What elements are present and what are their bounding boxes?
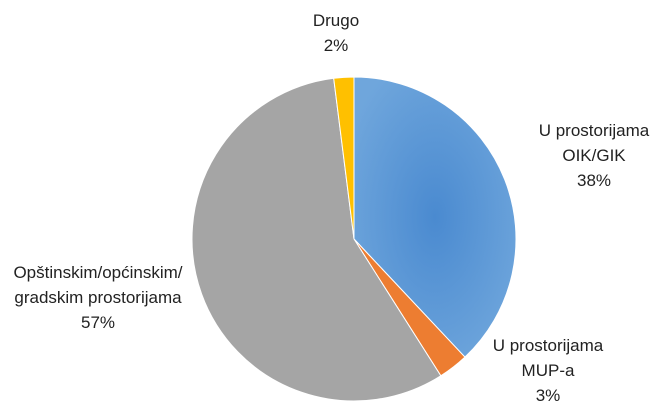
category-label: U prostorijama MUP-a	[492, 336, 604, 380]
category-label: U prostorijama OIK/GIK	[538, 121, 650, 165]
slice-label: U prostorijama OIK/GIK 38%	[519, 118, 667, 193]
value-label: 3%	[535, 386, 561, 404]
slice-label: U prostorijama MUP-a 3%	[473, 333, 623, 404]
pie-slice	[191, 77, 442, 402]
pie-slice	[333, 76, 355, 240]
slice-label: Drugo 2%	[276, 8, 396, 58]
pie-slice	[353, 76, 517, 358]
value-label: 57%	[80, 313, 116, 332]
value-label: 2%	[323, 36, 349, 55]
slice-label: Opštinskim/općinskim/ gradskim prostorij…	[3, 260, 193, 335]
value-label: 38%	[576, 171, 612, 190]
category-label: Opštinskim/općinskim/ gradskim prostorij…	[13, 263, 183, 307]
category-label: Drugo	[312, 11, 360, 30]
